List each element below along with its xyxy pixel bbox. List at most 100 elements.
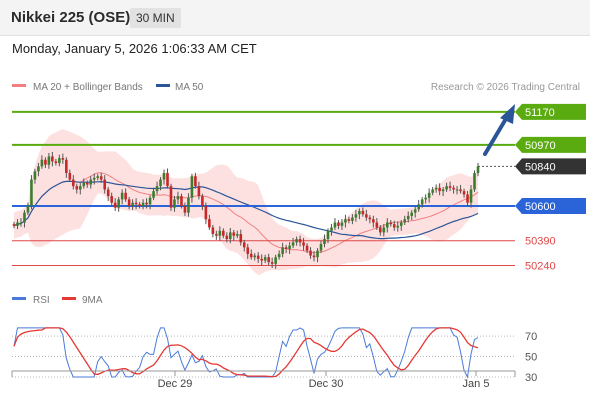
candle-body [235,234,239,236]
candle-body [131,202,134,206]
candle-body [190,176,194,198]
candle-body [110,196,113,203]
candle-body [469,189,473,203]
candle-body [459,189,462,192]
level-label-50970: 50970 [525,140,556,152]
candle-body [473,172,476,190]
timeframe-button[interactable]: 30 MIN [130,8,181,28]
candle-body [37,166,40,172]
candle-body [424,197,427,200]
candle-body [44,159,47,165]
legend-swatch-rsi-ma [62,297,76,300]
candle-body [361,210,365,215]
candle-body [148,197,152,205]
candle-body [392,224,396,228]
candle-body [410,212,414,216]
candle-body [159,179,162,187]
candle-body [323,239,326,244]
candle-body [452,187,455,190]
candle-body [169,186,173,208]
x-tick-label: Jan 5 [463,378,490,390]
candle-body [92,177,96,180]
candle-body [375,222,379,228]
level-tag-51170 [515,103,586,120]
candle-body [368,217,372,220]
candle-body [256,255,260,259]
candle-body [120,192,124,200]
candle-body [72,179,75,187]
candle-body [194,176,197,187]
candle-body [260,258,263,261]
candle-body [382,227,386,233]
candle-body [253,255,257,258]
candle-body [176,196,180,200]
candle-body [284,247,288,249]
candle-body [222,230,225,236]
candle-body [372,219,375,223]
candle-body [420,199,424,205]
rsi-level-label-30: 30 [525,372,537,384]
candle-body [434,187,438,190]
candle-body [239,234,243,243]
legend-ma50-label: MA 50 [175,82,204,93]
candle-body [312,255,316,258]
candle-body [344,219,347,223]
candle-body [211,227,215,235]
candle-body [68,172,72,180]
candle-body [78,186,82,190]
candle-body [23,212,26,223]
candle-body [40,159,44,167]
candle-body [197,186,201,197]
candle-body [399,222,403,226]
legend-swatch-ma50 [156,84,170,87]
legend-swatch-rsi [12,297,26,300]
candle-body [232,232,236,236]
candle-body [406,215,410,220]
candle-body [277,253,281,258]
legend-rsi-ma-label: 9MA [82,295,103,306]
candle-body [183,206,187,213]
candle-body [215,234,218,236]
candle-body [225,235,229,240]
forecast-arrow-head [500,104,515,124]
rsi-level-label-70: 70 [525,331,537,343]
candle-body [47,156,51,165]
candle-body [274,257,277,264]
datetime-label: Monday, January 5, 2026 1:06:33 AM CET [12,41,257,56]
candle-body [96,176,100,178]
candle-body [124,192,127,200]
candle-body [385,222,389,228]
level-label-50600: 50600 [525,201,556,213]
candle-body [413,209,417,213]
candle-body [295,239,298,243]
candle-body [288,245,291,249]
candle-body [427,192,431,198]
candle-body [476,166,480,173]
candle-body [319,244,323,251]
candle-body [229,232,232,240]
candle-body [431,189,434,193]
candle-body [103,179,107,190]
x-tick-label: Dec 29 [158,378,193,390]
candle-body [65,159,68,173]
candle-body [12,224,16,226]
legend-ma20-label: MA 20 + Bollinger Bands [33,82,143,93]
credit-label: Research © 2026 Trading Central [431,82,580,93]
candle-body [61,158,65,160]
candle-body [316,250,319,258]
candle-body [330,227,333,231]
candle-body [58,158,61,164]
candle-body [187,197,190,213]
ma20-line [13,172,479,254]
candle-body [462,191,466,195]
candle-body [30,179,33,206]
candle-body [417,204,420,210]
candle-body [267,257,270,263]
candle-body [19,222,23,224]
candle-body [134,202,138,205]
rsi-ma-line [13,327,479,378]
candle-body [54,161,58,164]
legend-swatch-ma20 [12,84,26,87]
candle-body [448,186,452,188]
candle-body [347,219,351,221]
